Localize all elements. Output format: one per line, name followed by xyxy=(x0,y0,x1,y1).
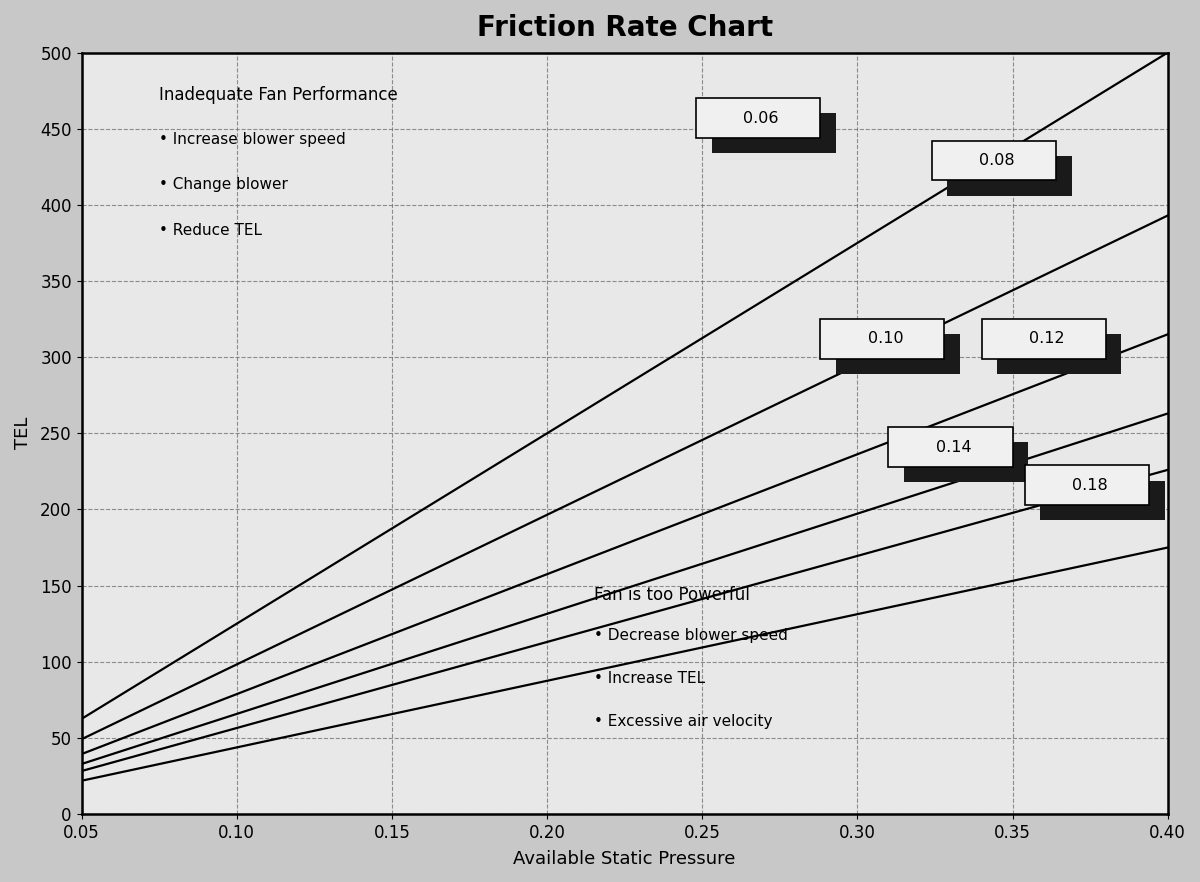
Text: • Increase TEL: • Increase TEL xyxy=(594,671,704,686)
Text: 0.14: 0.14 xyxy=(936,439,972,454)
Text: • Reduce TEL: • Reduce TEL xyxy=(160,223,262,238)
Bar xyxy=(932,141,1056,181)
Bar xyxy=(820,319,944,359)
Bar xyxy=(904,443,1028,482)
Text: • Increase blower speed: • Increase blower speed xyxy=(160,131,346,146)
Text: Inadequate Fan Performance: Inadequate Fan Performance xyxy=(160,86,398,104)
Bar xyxy=(982,319,1105,359)
Text: 0.12: 0.12 xyxy=(1028,332,1064,347)
Bar xyxy=(1025,466,1150,505)
Bar xyxy=(997,334,1121,374)
Y-axis label: TEL: TEL xyxy=(14,417,32,450)
Text: 0.08: 0.08 xyxy=(979,153,1015,168)
Text: • Excessive air velocity: • Excessive air velocity xyxy=(594,714,772,729)
Bar xyxy=(1040,481,1165,520)
Text: 0.06: 0.06 xyxy=(744,110,779,125)
Bar xyxy=(835,334,960,374)
Bar xyxy=(712,114,835,153)
X-axis label: Available Static Pressure: Available Static Pressure xyxy=(514,850,736,868)
Title: Friction Rate Chart: Friction Rate Chart xyxy=(476,14,773,41)
Text: 0.10: 0.10 xyxy=(868,332,904,347)
Bar xyxy=(696,98,820,138)
Bar xyxy=(888,427,1013,467)
Text: • Decrease blower speed: • Decrease blower speed xyxy=(594,628,787,643)
Text: • Change blower: • Change blower xyxy=(160,177,288,192)
Text: 0.18: 0.18 xyxy=(1073,477,1108,492)
Text: Fan is too Powerful: Fan is too Powerful xyxy=(594,586,750,603)
Bar xyxy=(947,156,1072,196)
